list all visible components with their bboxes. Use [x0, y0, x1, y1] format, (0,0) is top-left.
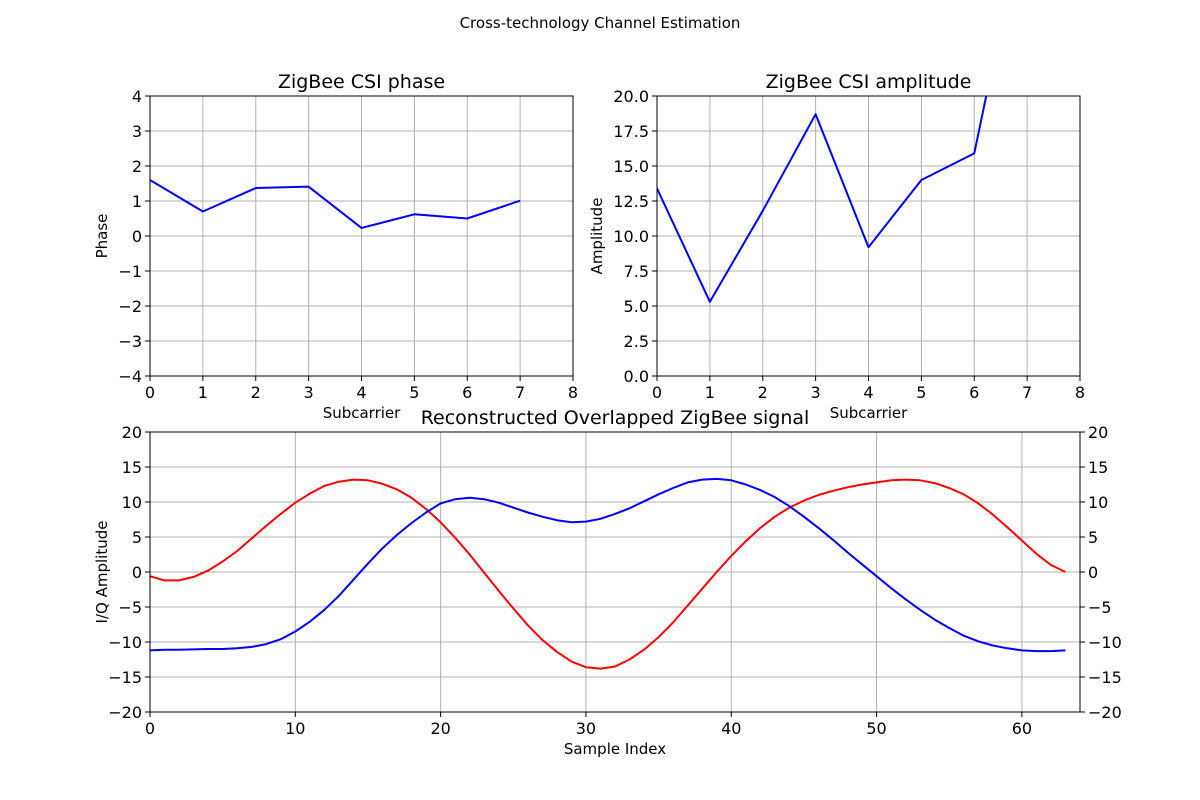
- signal-ytick-label-right: −5: [1088, 598, 1112, 617]
- phase-xtick-label: 4: [356, 383, 366, 402]
- signal-ytick-label: 10: [122, 493, 142, 512]
- signal-xtick-label: 40: [721, 719, 741, 738]
- amplitude-ytick-label: 5.0: [624, 297, 649, 316]
- phase-xtick-label: 7: [515, 383, 525, 402]
- amplitude-xtick-label: 8: [1075, 383, 1085, 402]
- amplitude-xtick-label: 3: [811, 383, 821, 402]
- signal-ytick-label-right: 20: [1088, 423, 1108, 442]
- phase-xtick-label: 5: [409, 383, 419, 402]
- signal-ytick-label: −10: [108, 633, 142, 652]
- signal-ytick-label-right: 5: [1088, 528, 1098, 547]
- phase-ytick-label: −4: [118, 367, 142, 386]
- amplitude-title: ZigBee CSI amplitude: [766, 71, 972, 93]
- phase-ytick-label: −3: [118, 332, 142, 351]
- phase-ytick-label: 2: [132, 157, 142, 176]
- signal-ytick-label-right: 10: [1088, 493, 1108, 512]
- signal-ytick-label-right: 15: [1088, 458, 1108, 477]
- phase-ytick-label: 1: [132, 192, 142, 211]
- amplitude-xtick-label: 6: [969, 383, 979, 402]
- signal-xtick-label: 0: [145, 719, 155, 738]
- signal-title: Reconstructed Overlapped ZigBee signal: [421, 407, 810, 429]
- amplitude-ytick-label: 7.5: [624, 262, 649, 281]
- amplitude-ytick-label: 2.5: [624, 332, 649, 351]
- amplitude-xtick-label: 0: [652, 383, 662, 402]
- phase-xtick-label: 1: [198, 383, 208, 402]
- phase-ytick-label: −2: [118, 297, 142, 316]
- signal-xtick-label: 10: [285, 719, 305, 738]
- phase-ytick-label: 3: [132, 122, 142, 141]
- amplitude-xlabel: Subcarrier: [830, 404, 908, 422]
- phase-ytick-label: 0: [132, 227, 142, 246]
- amplitude-xtick-label: 2: [758, 383, 768, 402]
- amplitude-xtick-label: 7: [1022, 383, 1032, 402]
- amplitude-xtick-label: 4: [863, 383, 873, 402]
- signal-ytick-label: −15: [108, 668, 142, 687]
- signal-xtick-label: 30: [576, 719, 596, 738]
- phase-panel: 0 1 2 3 4 5 6 7 8 −4 −3 −2 −1 0 1 2 3 4 ZigBee CSI phase Su…: [93, 71, 578, 422]
- signal-ytick-label-right: −10: [1088, 633, 1122, 652]
- signal-xtick-label: 50: [866, 719, 886, 738]
- signal-xlabel: Sample Index: [564, 740, 666, 758]
- phase-title: ZigBee CSI phase: [278, 71, 445, 93]
- amplitude-ytick-label: 10.0: [613, 227, 649, 246]
- signal-ytick-label: −20: [108, 703, 142, 722]
- signal-xtick-label: 20: [430, 719, 450, 738]
- phase-xtick-label: 8: [568, 383, 578, 402]
- signal-panel: 0 10 20 30 40 50 60 −20 −20 −15 −15 −10 −10 −5 −5 0 0 5 5 1…: [93, 407, 1122, 758]
- phase-xlabel: Subcarrier: [323, 404, 401, 422]
- signal-series-line-0: [150, 478, 1066, 670]
- signal-ytick-label-right: −15: [1088, 668, 1122, 687]
- amplitude-ytick-label: 0.0: [624, 367, 649, 386]
- phase-series-line-0: [150, 179, 521, 229]
- signal-xtick-label: 60: [1012, 719, 1032, 738]
- signal-ytick-label-right: 0: [1088, 563, 1098, 582]
- signal-ylabel: I/Q Amplitude: [93, 521, 111, 624]
- amplitude-xtick-label: 5: [916, 383, 926, 402]
- amplitude-ytick-label: 15.0: [613, 157, 649, 176]
- phase-ylabel: Phase: [93, 214, 111, 259]
- phase-ytick-label: 4: [132, 87, 142, 106]
- signal-ytick-label: 0: [132, 563, 142, 582]
- amplitude-series-line-0: [657, 96, 988, 303]
- signal-ytick-label: 15: [122, 458, 142, 477]
- amplitude-ytick-label: 20.0: [613, 87, 649, 106]
- figure-title: Cross-technology Channel Estimation: [460, 14, 741, 32]
- amplitude-panel: 0 1 2 3 4 5 6 7 8 0.0 2.5 5.0 7.5 10.0 12.5 15.0 17.5 20.…: [588, 71, 1085, 422]
- phase-xtick-label: 3: [304, 383, 314, 402]
- phase-xtick-label: 0: [145, 383, 155, 402]
- signal-series-line-1: [150, 477, 1066, 653]
- phase-xtick-label: 6: [462, 383, 472, 402]
- signal-ytick-label: −5: [118, 598, 142, 617]
- signal-ytick-label-right: −20: [1088, 703, 1122, 722]
- phase-ytick-label: −1: [118, 262, 142, 281]
- amplitude-xtick-label: 1: [705, 383, 715, 402]
- signal-ytick-label: 5: [132, 528, 142, 547]
- phase-xtick-label: 2: [251, 383, 261, 402]
- amplitude-ylabel: Amplitude: [588, 198, 606, 275]
- signal-ytick-label: 20: [122, 423, 142, 442]
- amplitude-ytick-label: 12.5: [613, 192, 649, 211]
- amplitude-ytick-label: 17.5: [613, 122, 649, 141]
